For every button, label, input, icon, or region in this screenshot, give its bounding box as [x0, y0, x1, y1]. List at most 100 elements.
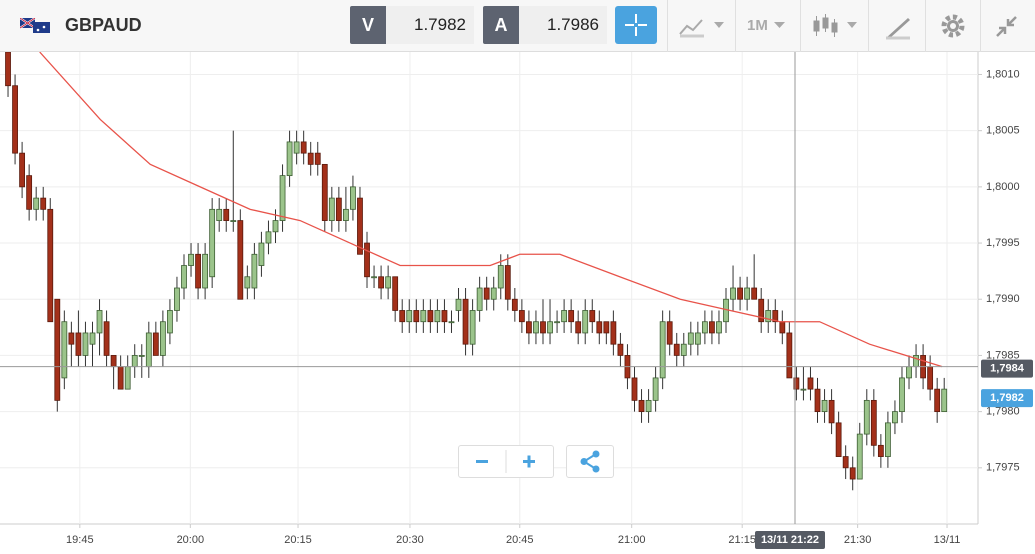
candle-body	[927, 366, 934, 390]
candle-body	[694, 332, 701, 345]
candle-body	[870, 399, 877, 446]
candle-body	[152, 332, 159, 356]
draw-button[interactable]	[884, 14, 912, 40]
candle-body	[321, 163, 328, 221]
price-label: 1,7984	[990, 363, 1025, 375]
candle-body	[124, 366, 131, 390]
candle-type-button[interactable]	[812, 13, 860, 39]
candle-body	[716, 321, 722, 334]
candle-body	[159, 321, 166, 356]
bid-price[interactable]: 1.7982	[386, 6, 474, 44]
candle-body	[455, 298, 462, 311]
collapse-button[interactable]	[994, 14, 1020, 40]
candle-body	[75, 332, 82, 356]
crosshair-button[interactable]	[615, 6, 657, 44]
candle-body	[307, 152, 314, 165]
toolbar: GBPAUD V 1.7982 A 1.7986 1M	[0, 0, 1035, 52]
candle-body	[26, 175, 33, 210]
candle-body	[765, 310, 772, 323]
candle-body	[427, 310, 434, 323]
share-button[interactable]	[566, 445, 614, 478]
candle-body	[863, 399, 870, 435]
candle-body	[272, 220, 279, 233]
separator	[980, 0, 981, 52]
candle-body	[934, 388, 941, 413]
candle-body	[216, 208, 223, 221]
candle-body	[526, 321, 532, 334]
share-icon	[580, 450, 600, 473]
candle-body	[195, 253, 201, 289]
candle-body	[877, 444, 884, 457]
candle-body	[659, 321, 666, 379]
candle-body	[54, 298, 61, 401]
candle-body	[800, 388, 807, 391]
candle-body	[286, 141, 293, 177]
moving-average	[39, 52, 943, 368]
ask-price[interactable]: 1.7986	[519, 6, 607, 44]
candle-body	[364, 242, 370, 278]
candle-body	[856, 433, 863, 480]
candle-body	[941, 388, 948, 413]
candle-body	[892, 411, 898, 424]
x-tick-label: 20:00	[177, 534, 205, 546]
candle-body	[328, 197, 335, 221]
chart-type-button[interactable]	[678, 16, 728, 38]
candle-body	[497, 265, 504, 289]
zoom-icons	[476, 450, 535, 473]
candle-body	[652, 377, 659, 401]
y-tick-label: 1,7975	[986, 462, 1020, 474]
x-tick-label: 20:30	[396, 534, 424, 546]
candle-body	[666, 321, 673, 345]
candle-body	[434, 310, 441, 323]
candle-body	[561, 310, 568, 323]
candle-body	[504, 265, 511, 300]
candle-body	[751, 287, 758, 300]
candle-body	[96, 310, 103, 334]
candle-body	[462, 298, 469, 345]
candle-body	[117, 366, 124, 390]
candle-body	[849, 467, 856, 480]
price-label-box	[981, 359, 1033, 378]
candle-body	[441, 310, 448, 323]
candle-body	[807, 377, 814, 390]
separator	[925, 0, 926, 52]
candle-body	[842, 456, 849, 469]
x-tick-label: 21:15	[728, 534, 756, 546]
ask-label[interactable]: A	[483, 6, 519, 44]
candle-body	[518, 310, 525, 323]
candle-body	[342, 208, 349, 221]
candle-body	[223, 208, 230, 221]
timeframe-arrow[interactable]	[773, 16, 787, 36]
y-tick-label: 1,7990	[986, 293, 1020, 305]
candle-body	[575, 321, 582, 334]
candle-body	[314, 152, 321, 165]
candle-body	[237, 220, 244, 300]
zoom-in[interactable]	[523, 455, 535, 468]
candle-body	[378, 276, 384, 289]
candle-body	[110, 355, 117, 368]
bid-label[interactable]: V	[350, 6, 386, 44]
candle-body	[300, 141, 307, 154]
symbol: GBPAUD	[65, 15, 142, 35]
candle-body	[828, 399, 835, 424]
candle-body	[392, 276, 399, 311]
candle-body	[617, 343, 624, 356]
candle-body	[145, 332, 152, 368]
candle-body	[786, 332, 793, 379]
candle-body	[779, 321, 786, 334]
separator	[735, 0, 736, 52]
timeframe[interactable]: 1M	[747, 17, 768, 34]
candle-body	[68, 332, 75, 345]
candle-body	[596, 321, 603, 334]
candle-body	[540, 321, 546, 334]
candle-body	[12, 85, 18, 154]
candle-body	[335, 197, 342, 221]
candle-body	[631, 377, 638, 401]
candle-body	[603, 321, 610, 334]
candle-body	[279, 175, 286, 221]
y-tick-label: 1,7995	[986, 237, 1020, 249]
zoom-controls	[458, 445, 554, 478]
settings-button[interactable]	[940, 13, 966, 39]
candle-body	[885, 422, 891, 457]
candle-body	[533, 321, 539, 334]
